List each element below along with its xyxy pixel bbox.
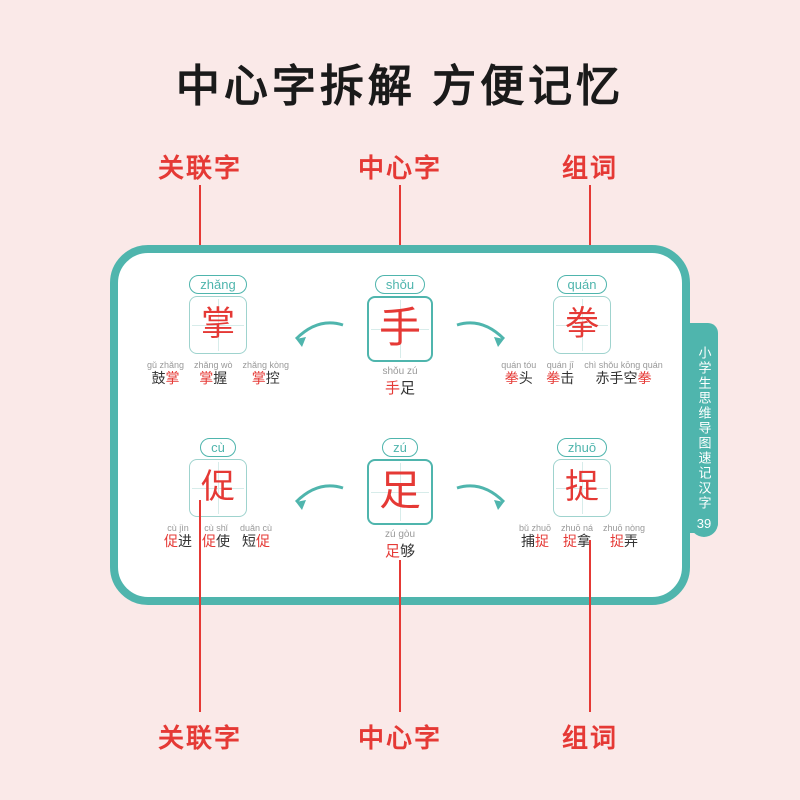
- center-word: zú gòu 足够: [340, 529, 460, 561]
- char-row: zhǎng 掌 gǔ zhǎng鼓掌 zhǎng wò掌握 zhǎng kòng…: [138, 275, 662, 430]
- page-number: 39: [690, 509, 718, 537]
- pinyin-label: quán: [557, 275, 608, 294]
- pinyin-label: zhuō: [557, 438, 607, 457]
- pinyin-label: zú: [382, 438, 418, 457]
- word-list: quán tóu拳头 quán jī拳击 chì shǒu kōng quán赤…: [502, 360, 662, 386]
- pinyin-label: cù: [200, 438, 236, 457]
- callout-line: [199, 500, 201, 712]
- char-box: 促: [189, 459, 247, 517]
- pinyin-label: shǒu: [375, 275, 425, 294]
- word-list: cù jìn促进 cù shǐ促使 duǎn cù短促: [138, 523, 298, 549]
- char-box: 掌: [189, 296, 247, 354]
- page-title: 中心字拆解 方便记忆: [0, 0, 800, 114]
- center-char: zú 足 zú gòu 足够: [340, 438, 460, 561]
- callout-related-bottom: 关联字: [158, 718, 242, 755]
- callout-compound-top: 组词: [562, 148, 618, 185]
- character-card: 小学生思维导图速记汉字 39 zhǎng 掌 gǔ zhǎng鼓掌 zhǎng …: [110, 245, 690, 605]
- word-list: gǔ zhǎng鼓掌 zhǎng wò掌握 zhǎng kòng掌控: [138, 360, 298, 386]
- callout-compound-bottom: 组词: [562, 718, 618, 755]
- center-word: shǒu zú 手足: [340, 366, 460, 398]
- related-char-left: cù 促 cù jìn促进 cù shǐ促使 duǎn cù短促: [138, 438, 298, 549]
- book-tab: 小学生思维导图速记汉字: [690, 323, 718, 533]
- char-box: 捉: [553, 459, 611, 517]
- char-box: 拳: [553, 296, 611, 354]
- callout-related-top: 关联字: [158, 148, 242, 185]
- callout-line: [399, 560, 401, 712]
- char-box-center: 足: [367, 459, 433, 525]
- related-char-right: quán 拳 quán tóu拳头 quán jī拳击 chì shǒu kōn…: [502, 275, 662, 386]
- callout-center-bottom: 中心字: [358, 718, 442, 755]
- related-char-left: zhǎng 掌 gǔ zhǎng鼓掌 zhǎng wò掌握 zhǎng kòng…: [138, 275, 298, 386]
- related-char-right: zhuō 捉 bǔ zhuō捕捉 zhuō ná捉拿 zhuō nòng捉弄: [502, 438, 662, 549]
- word-list: bǔ zhuō捕捉 zhuō ná捉拿 zhuō nòng捉弄: [502, 523, 662, 549]
- pinyin-label: zhǎng: [189, 275, 246, 294]
- center-char: shǒu 手 shǒu zú 手足: [340, 275, 460, 398]
- char-box-center: 手: [367, 296, 433, 362]
- callout-line: [589, 540, 591, 712]
- callout-center-top: 中心字: [358, 148, 442, 185]
